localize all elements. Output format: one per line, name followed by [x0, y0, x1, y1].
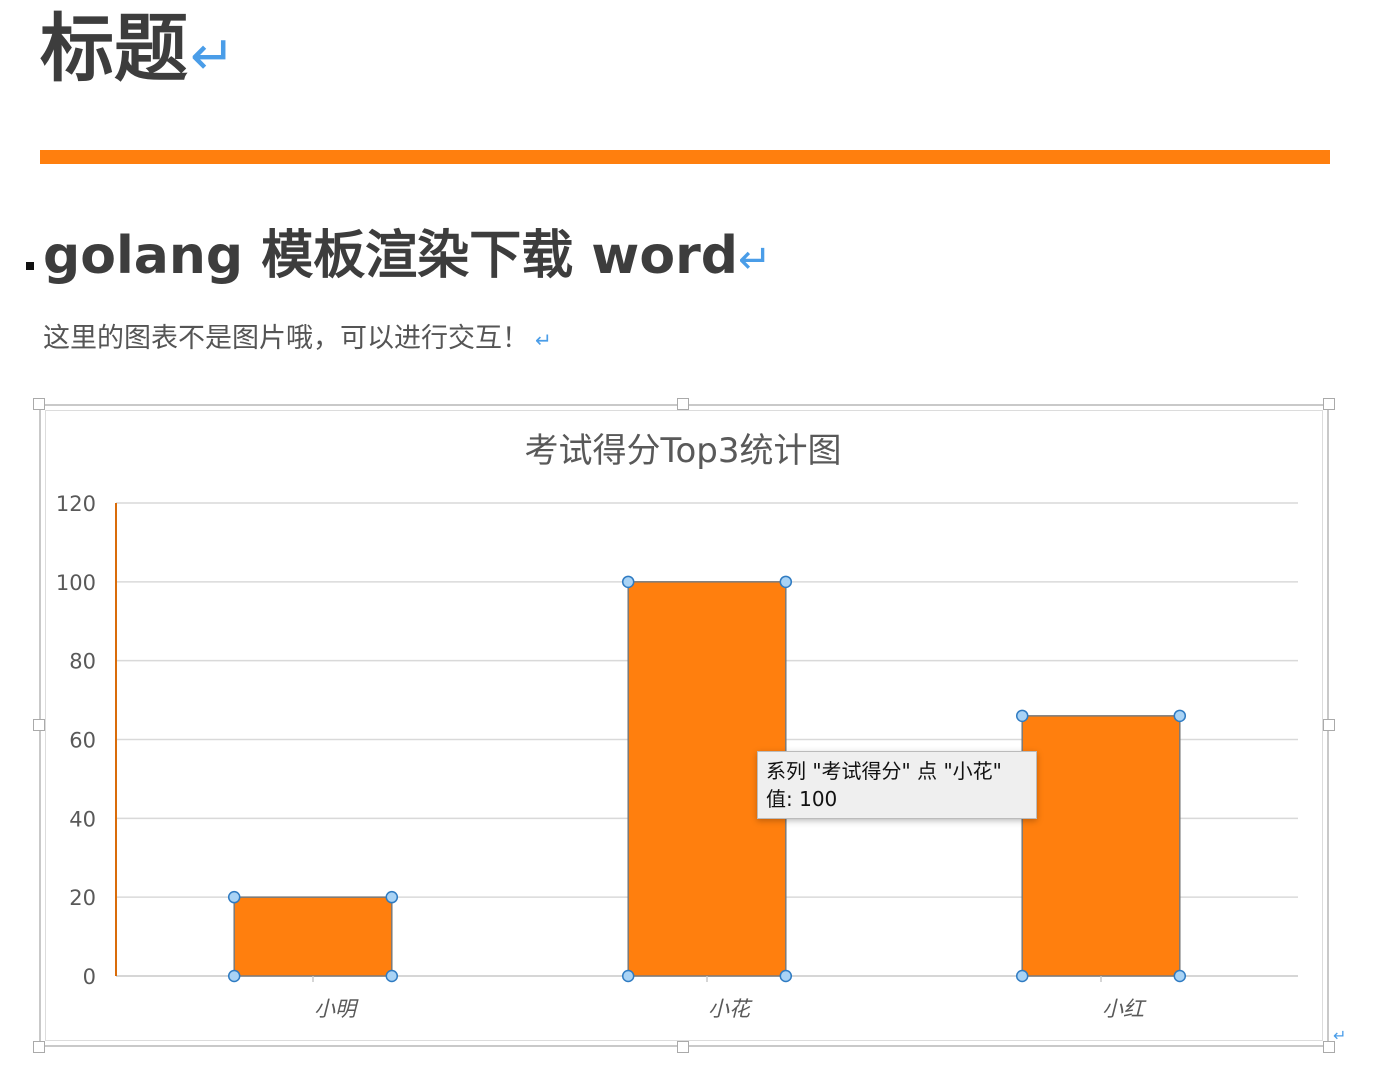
bar-selection-handle [227, 969, 241, 983]
bar-selection-handle [621, 575, 635, 589]
y-tick-label: 40 [69, 807, 96, 831]
resize-handle-top-left[interactable] [33, 398, 45, 410]
y-tick-label: 100 [56, 571, 96, 595]
bar-selection-handle [227, 890, 241, 904]
resize-handle-right[interactable] [1323, 719, 1335, 731]
heading-bullet [26, 262, 34, 270]
y-tick-label: 80 [69, 650, 96, 674]
resize-handle-bottom-left[interactable] [33, 1041, 45, 1053]
bar-selection-handle [1015, 969, 1029, 983]
section-heading: golang 模板渲染下载 word↵ [43, 224, 771, 292]
orange-divider [40, 150, 1330, 164]
bar-selection-handle [1173, 709, 1187, 723]
bar-selection-handle [779, 969, 793, 983]
bar-selection-handle [1015, 709, 1029, 723]
y-tick-label: 120 [56, 492, 96, 516]
x-tick-label: 小花 [708, 997, 753, 1021]
resize-handle-bottom-right[interactable] [1323, 1041, 1335, 1053]
tooltip-series-line: 系列 "考试得分" 点 "小花" [766, 759, 1002, 783]
document-title: 标题↵ [40, 4, 235, 101]
paragraph-mark-icon: ↵ [1333, 1026, 1347, 1045]
body-paragraph: 这里的图表不是图片哦，可以进行交互！ ↵ [43, 320, 552, 359]
body-paragraph-text: 这里的图表不是图片哦，可以进行交互！ [43, 323, 529, 354]
resize-handle-top[interactable] [677, 398, 689, 410]
bar-selection-handle [385, 969, 399, 983]
x-tick-label: 小红 [1102, 997, 1147, 1021]
chart-area[interactable] [45, 410, 1323, 1041]
bar-selection-handle [621, 969, 635, 983]
resize-handle-bottom[interactable] [677, 1041, 689, 1053]
data-point-tooltip: 系列 "考试得分" 点 "小花" 值: 100 [757, 751, 1037, 819]
y-tick-label: 60 [69, 729, 96, 753]
bar-selection-handle [779, 575, 793, 589]
chart-title: 考试得分Top3统计图 [524, 431, 841, 471]
document-title-text: 标题 [40, 6, 188, 92]
bar[interactable] [233, 896, 393, 977]
resize-handle-left[interactable] [33, 719, 45, 731]
bar-selection-handle [385, 890, 399, 904]
section-heading-text: golang 模板渲染下载 word [43, 226, 738, 286]
paragraph-mark-icon: ↵ [737, 237, 772, 283]
resize-handle-top-right[interactable] [1323, 398, 1335, 410]
y-tick-label: 20 [69, 886, 96, 910]
bar-selection-handle [1173, 969, 1187, 983]
paragraph-mark-icon: ↵ [190, 24, 236, 87]
paragraph-mark-icon: ↵ [535, 328, 552, 352]
x-tick-label: 小明 [314, 997, 359, 1021]
bar[interactable] [1021, 715, 1181, 977]
y-tick-label: 0 [83, 965, 96, 989]
tooltip-value-line: 值: 100 [766, 787, 838, 811]
